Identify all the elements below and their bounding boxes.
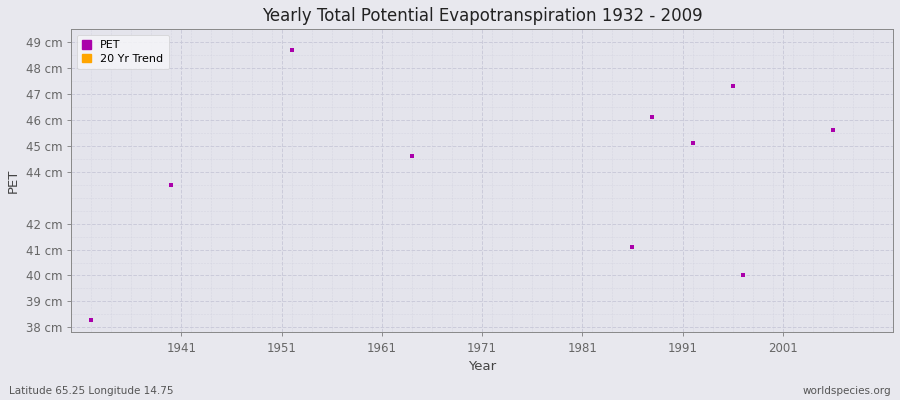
Point <box>284 47 299 53</box>
Text: Latitude 65.25 Longitude 14.75: Latitude 65.25 Longitude 14.75 <box>9 386 174 396</box>
Point <box>164 182 178 188</box>
Point <box>735 272 750 279</box>
X-axis label: Year: Year <box>468 360 496 373</box>
Point <box>645 114 660 120</box>
Point <box>84 316 98 323</box>
Text: worldspecies.org: worldspecies.org <box>803 386 891 396</box>
Point <box>825 127 840 134</box>
Legend: PET, 20 Yr Trend: PET, 20 Yr Trend <box>76 35 168 70</box>
Y-axis label: PET: PET <box>7 169 20 193</box>
Point <box>686 140 700 146</box>
Title: Yearly Total Potential Evapotranspiration 1932 - 2009: Yearly Total Potential Evapotranspiratio… <box>262 7 702 25</box>
Point <box>725 83 740 90</box>
Point <box>626 244 640 250</box>
Point <box>405 153 419 160</box>
